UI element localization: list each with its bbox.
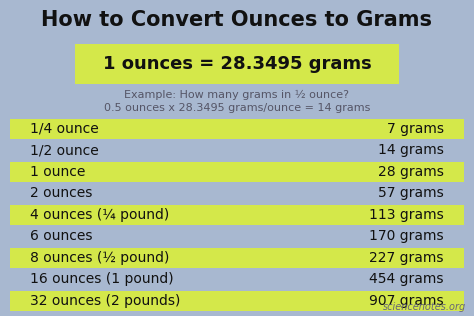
Text: 7 grams: 7 grams <box>387 122 444 136</box>
Text: 1/4 ounce: 1/4 ounce <box>30 122 99 136</box>
Bar <box>10 204 464 225</box>
Text: 1/2 ounce: 1/2 ounce <box>30 143 99 157</box>
Text: 4 ounces (¼ pound): 4 ounces (¼ pound) <box>30 208 169 222</box>
Text: 227 grams: 227 grams <box>370 251 444 265</box>
Text: 8 ounces (½ pound): 8 ounces (½ pound) <box>30 251 169 265</box>
Text: 57 grams: 57 grams <box>378 186 444 200</box>
Text: 113 grams: 113 grams <box>369 208 444 222</box>
Text: 14 grams: 14 grams <box>378 143 444 157</box>
Text: Example: How many grams in ½ ounce?: Example: How many grams in ½ ounce? <box>125 90 349 100</box>
Text: 1 ounces = 28.3495 grams: 1 ounces = 28.3495 grams <box>103 55 371 73</box>
Text: 170 grams: 170 grams <box>369 229 444 243</box>
Text: 1 ounce: 1 ounce <box>30 165 85 179</box>
Text: How to Convert Ounces to Grams: How to Convert Ounces to Grams <box>42 10 432 30</box>
Text: sciencenotes.org: sciencenotes.org <box>383 302 466 312</box>
Bar <box>10 118 464 139</box>
Text: 16 ounces (1 pound): 16 ounces (1 pound) <box>30 272 173 286</box>
Text: 0.5 ounces x 28.3495 grams/ounce = 14 grams: 0.5 ounces x 28.3495 grams/ounce = 14 gr… <box>104 103 370 113</box>
Text: 28 grams: 28 grams <box>378 165 444 179</box>
Text: 907 grams: 907 grams <box>369 294 444 308</box>
Text: 32 ounces (2 pounds): 32 ounces (2 pounds) <box>30 294 181 308</box>
Bar <box>10 247 464 268</box>
Bar <box>10 161 464 182</box>
Text: 454 grams: 454 grams <box>370 272 444 286</box>
Bar <box>75 44 399 84</box>
Bar <box>10 290 464 311</box>
Text: 2 ounces: 2 ounces <box>30 186 92 200</box>
Text: 6 ounces: 6 ounces <box>30 229 92 243</box>
